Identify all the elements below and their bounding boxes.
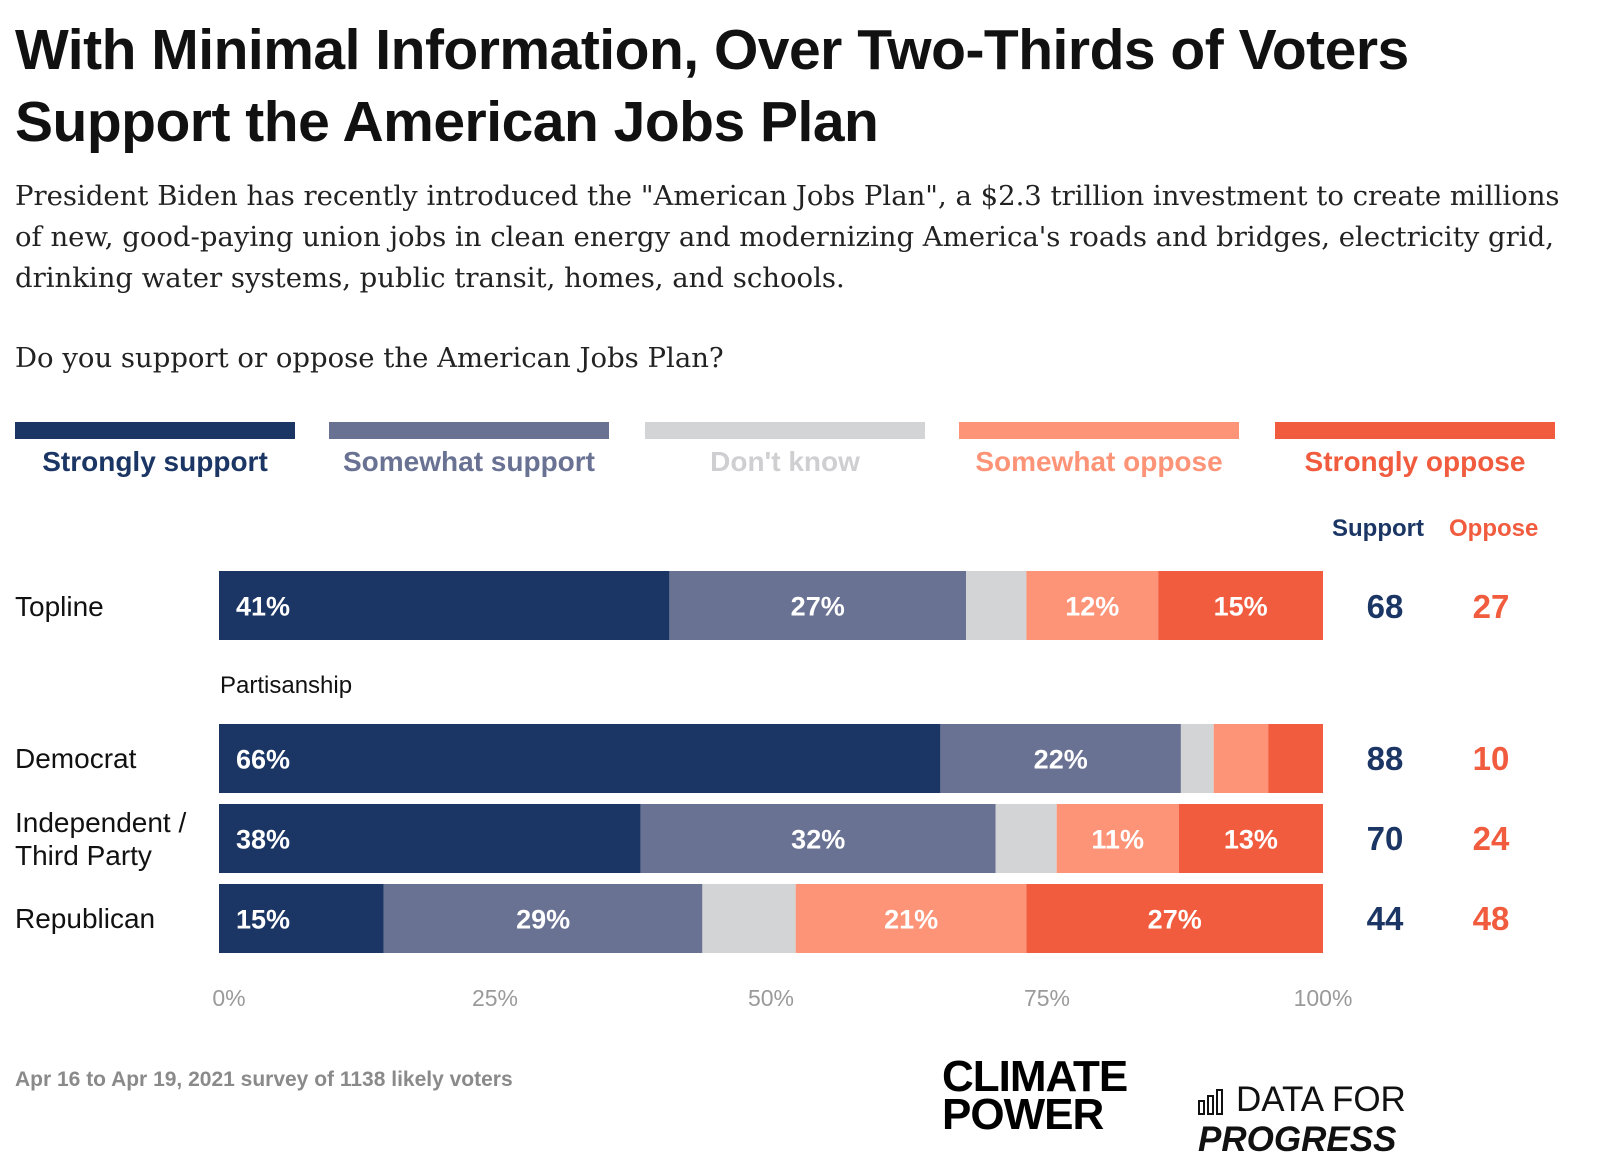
legend-label: Somewhat support (342, 446, 595, 477)
legend-strongly-oppose: Strongly oppose (1275, 422, 1555, 492)
data-label-republican-somewhat-support: 29% (516, 905, 570, 935)
bar-independent-somewhat-oppose (1056, 804, 1179, 873)
bar-democrat-strongly-oppose (1268, 724, 1323, 793)
row-label-republican: Republican (15, 903, 156, 934)
survey-footnote: Apr 16 to Apr 19, 2021 survey of 1138 li… (15, 1068, 513, 1091)
legend-swatch (959, 422, 1239, 439)
bar-republican-strongly-support (219, 884, 384, 953)
bar-democrat-somewhat-support (940, 724, 1181, 793)
net-oppose-independent: 24 (1472, 820, 1510, 857)
bar-republican-somewhat-support (383, 884, 703, 953)
climate-power-logo: CLIMATE POWER (942, 1052, 1128, 1139)
bar-democrat-dont-know (1180, 724, 1214, 793)
row-label-democrat: Democrat (15, 743, 137, 774)
bar-republican-somewhat-oppose (795, 884, 1027, 953)
bar-topline-strongly-oppose (1158, 571, 1323, 640)
data-label-topline-strongly-oppose: 15% (1214, 592, 1268, 622)
legend-somewhat-oppose: Somewhat oppose (959, 422, 1239, 492)
chart-subtitle: President Biden has recently introduced … (15, 180, 1560, 294)
legend-somewhat-support: Somewhat support (329, 422, 609, 492)
x-tick-label: 25% (472, 985, 518, 1011)
data-label-topline-somewhat-oppose: 12% (1065, 592, 1119, 622)
bar-independent-somewhat-support (640, 804, 996, 873)
bar-topline-somewhat-support (669, 571, 966, 640)
x-tick-label: 0% (212, 985, 245, 1011)
data-label-democrat-somewhat-support: 22% (1034, 745, 1088, 775)
x-tick-label: 50% (748, 985, 794, 1011)
net-support-democrat: 88 (1366, 740, 1404, 777)
climate-power-logo-line1: CLIMATE (942, 1052, 1128, 1101)
legend-swatch (1275, 422, 1555, 439)
legend-swatch (645, 422, 925, 439)
data-label-topline-somewhat-support: 27% (791, 592, 845, 622)
chart-title: With Minimal Information, Over Two-Third… (15, 18, 1409, 154)
climate-power-logo-line2: POWER (942, 1090, 1104, 1139)
bar-topline-dont-know (966, 571, 1027, 640)
net-oppose-republican: 48 (1472, 900, 1510, 937)
net-support-topline: 68 (1366, 588, 1404, 625)
data-label-republican-somewhat-oppose: 21% (884, 905, 938, 935)
dfp-logo-prefix: DATA FOR (1236, 1080, 1406, 1119)
row-label-independent: Independent / Third Party (15, 807, 187, 871)
bar-republican-strongly-oppose (1026, 884, 1323, 953)
bar-republican-dont-know (702, 884, 796, 953)
net-oppose-topline: 27 (1472, 588, 1510, 625)
data-label-democrat-strongly-support: 66% (236, 745, 290, 775)
legend-dont-know: Don't know (645, 422, 925, 492)
data-label-independent-somewhat-oppose: 11% (1091, 825, 1144, 855)
bar-independent-strongly-support (219, 804, 641, 873)
row-label-topline: Topline (15, 591, 104, 622)
bar-democrat-strongly-support (219, 724, 941, 793)
bar-topline-strongly-support (219, 571, 670, 640)
x-tick-label: 100% (1294, 985, 1353, 1011)
legend-strongly-support: Strongly support (15, 422, 295, 492)
data-label-independent-somewhat-support: 32% (791, 825, 845, 855)
net-support-republican: 44 (1366, 900, 1404, 937)
data-label-topline-strongly-support: 41% (236, 592, 290, 622)
legend-label: Strongly oppose (1304, 446, 1526, 477)
net-oppose-democrat: 10 (1472, 740, 1510, 777)
bar-independent-dont-know (995, 804, 1057, 873)
survey-question: Do you support or oppose the American Jo… (15, 342, 724, 374)
data-for-progress-logo: DATA FOR PROGRESS (1198, 1080, 1600, 1160)
x-tick-label: 75% (1024, 985, 1070, 1011)
legend-label: Somewhat oppose (975, 446, 1223, 477)
oppose-header: Oppose (1449, 515, 1539, 542)
data-label-republican-strongly-oppose: 27% (1148, 905, 1202, 935)
section-label-partisanship: Partisanship (220, 672, 353, 699)
bar-democrat-somewhat-oppose (1213, 724, 1269, 793)
dfp-logo-suffix: PROGRESS (1198, 1120, 1397, 1159)
data-label-republican-strongly-support: 15% (236, 905, 290, 935)
bar-topline-somewhat-oppose (1026, 571, 1159, 640)
net-support-independent: 70 (1366, 820, 1404, 857)
legend-label: Don't know (710, 446, 860, 477)
support-header: Support (1332, 515, 1424, 542)
legend-label: Strongly support (42, 446, 268, 477)
bar-independent-strongly-oppose (1178, 804, 1323, 873)
bar-chart-icon (1198, 1088, 1223, 1115)
legend-swatch (329, 422, 609, 439)
legend-swatch (15, 422, 295, 439)
data-label-independent-strongly-support: 38% (236, 825, 290, 855)
data-label-independent-strongly-oppose: 13% (1224, 825, 1278, 855)
